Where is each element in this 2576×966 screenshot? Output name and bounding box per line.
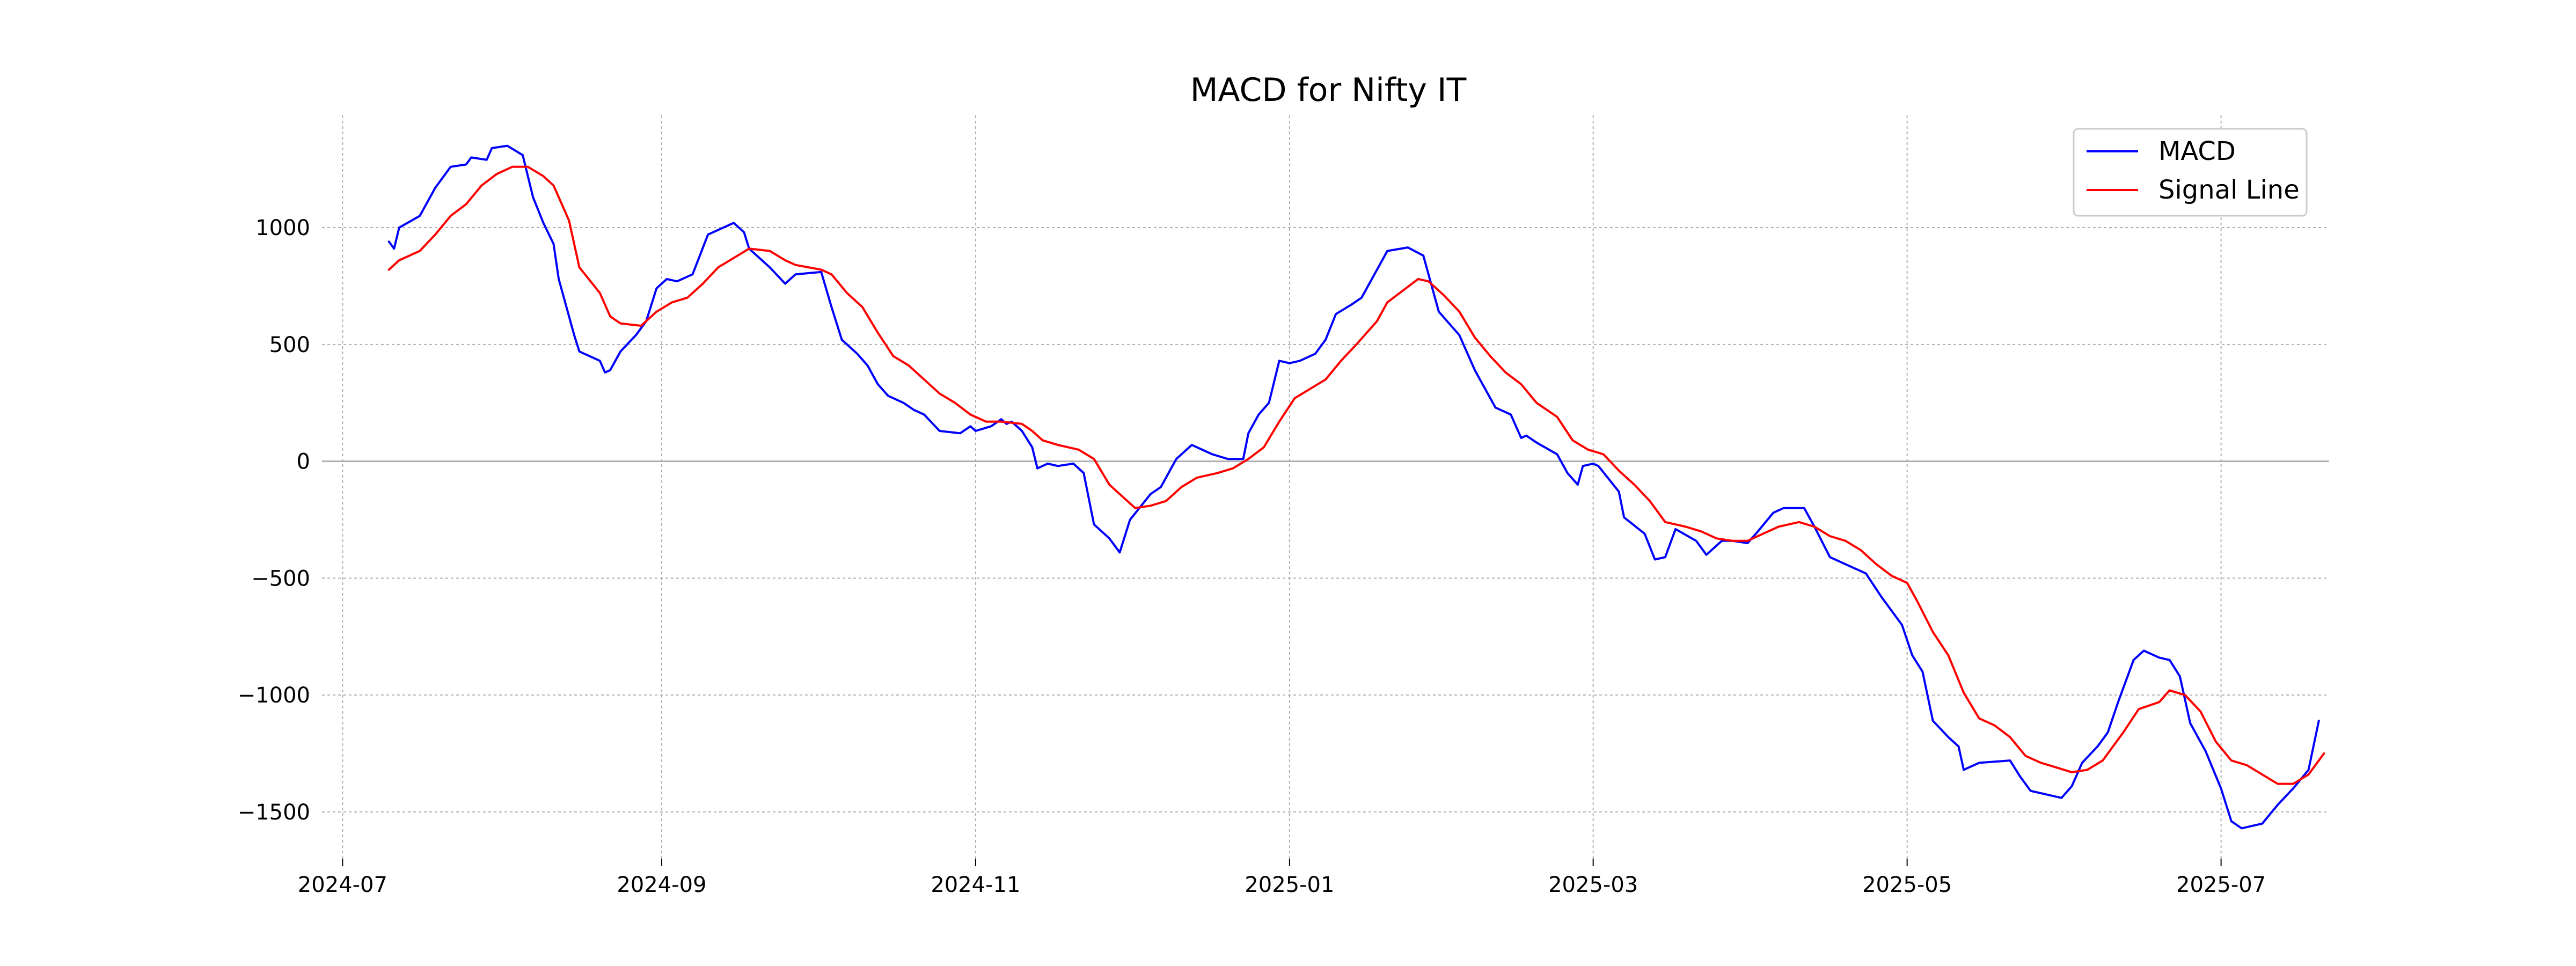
legend: MACD Signal Line [2073,128,2308,217]
x-tick-label: 2024-09 [617,873,706,897]
x-tick-labels: 2024-07 2024-09 2024-11 2025-01 2025-03 2025-… [298,873,2266,897]
x-tick-label: 2025-05 [1862,873,1952,897]
y-tick-label: 1000 [255,216,310,240]
y-tick-label: 500 [269,333,310,357]
y-tick-label: −1500 [238,800,310,825]
y-tick-labels: 1000 500 0 −500 −1000 −1500 [238,216,310,825]
x-tick-label: 2025-03 [1548,873,1638,897]
y-tick-label: −500 [251,566,310,591]
chart-title: MACD for Nifty IT [1190,71,1467,109]
signal-line-series-line [387,165,2325,785]
x-tick-label: 2025-01 [1245,873,1334,897]
macd-series-line [387,144,2320,830]
x-tick-label: 2025-07 [2176,873,2266,897]
x-tick-label: 2024-07 [298,873,387,897]
y-tick-label: 0 [297,450,310,474]
series-layer [387,144,2325,830]
legend-signal-line-label: Signal Line [2158,175,2300,205]
grid-lines [322,115,2329,866]
legend-macd-label: MACD [2158,136,2236,166]
x-tick-label: 2024-11 [931,873,1020,897]
y-tick-label: −1000 [238,683,310,708]
